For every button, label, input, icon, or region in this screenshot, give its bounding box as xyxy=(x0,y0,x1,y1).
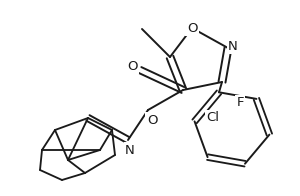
Text: Cl: Cl xyxy=(206,111,219,124)
Text: N: N xyxy=(125,143,135,156)
Text: O: O xyxy=(147,113,157,126)
Text: N: N xyxy=(228,40,238,53)
Text: O: O xyxy=(127,60,137,73)
Text: O: O xyxy=(187,22,197,34)
Text: F: F xyxy=(237,96,244,109)
